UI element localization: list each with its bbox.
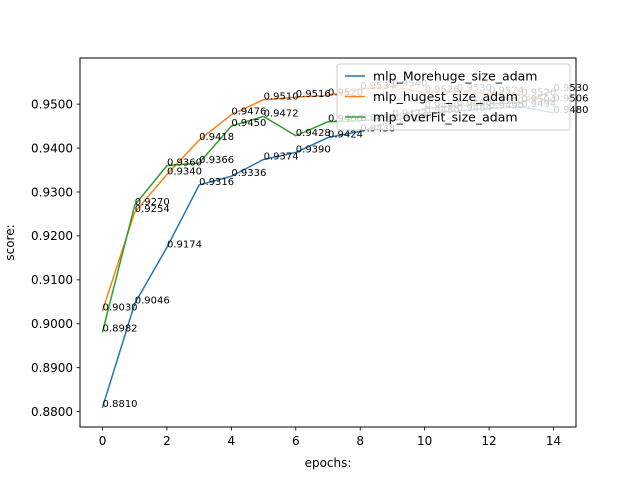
legend-entry: mlp_Morehuge_size_adam	[373, 69, 537, 84]
x-tick-label: 12	[481, 434, 496, 448]
data-label: 0.9374	[264, 151, 299, 162]
data-label: 0.9030	[103, 303, 138, 314]
data-label: 0.9174	[167, 239, 202, 250]
y-tick-label: 0.9500	[31, 97, 73, 111]
data-label: 0.9340	[167, 166, 202, 177]
data-label: 0.9428	[296, 128, 331, 139]
y-tick-label: 0.9100	[31, 273, 73, 287]
data-label: 0.8982	[103, 324, 138, 335]
x-tick-label: 0	[99, 434, 107, 448]
data-label: 0.9390	[296, 144, 331, 155]
data-label: 0.9506	[553, 93, 588, 104]
data-label: 0.9510	[264, 92, 299, 103]
x-tick-label: 8	[356, 434, 364, 448]
x-axis: 0 2 4 6 8 10 12 14	[99, 427, 561, 448]
x-tick-label: 14	[546, 434, 561, 448]
data-label: 0.9424	[328, 130, 363, 141]
y-axis-label: score:	[3, 224, 17, 260]
y-tick-label: 0.9000	[31, 317, 73, 331]
y-tick-label: 0.8900	[31, 361, 73, 375]
legend-box	[336, 63, 571, 131]
y-tick-label: 0.9300	[31, 185, 73, 199]
data-label: 0.9530	[553, 83, 588, 94]
y-axis: 0.8800 0.8900 0.9000 0.9100 0.9200 0.9300 0.94…	[31, 97, 80, 419]
x-axis-label: epochs:	[305, 456, 352, 470]
plot-frame	[79, 57, 577, 428]
data-label: 0.9472	[264, 108, 299, 119]
data-label: 0.9336	[231, 168, 266, 179]
x-tick-label: 4	[228, 434, 236, 448]
data-label: 0.9366	[199, 155, 234, 166]
x-tick-label: 2	[163, 434, 171, 448]
data-label: 0.9480	[553, 105, 588, 116]
data-label: 0.9316	[199, 177, 234, 188]
data-label: 0.9270	[135, 197, 170, 208]
data-label: 0.9418	[199, 132, 234, 143]
legend-entry: mlp_hugest_size_adam	[373, 89, 518, 104]
data-label: 0.9516	[296, 89, 331, 100]
y-tick-label: 0.9200	[31, 229, 73, 243]
data-label: 0.8810	[103, 399, 138, 410]
data-label: 0.9046	[135, 296, 170, 307]
data-label: 0.9254	[135, 204, 170, 215]
legend: mlp_Morehuge_size_adam mlp_hugest_size_ad…	[336, 63, 571, 131]
x-tick-label: 10	[417, 434, 432, 448]
data-label: 0.9450	[231, 118, 266, 129]
data-label: 0.9360	[167, 158, 202, 169]
y-tick-label: 0.9400	[31, 141, 73, 155]
y-tick-label: 0.8800	[31, 405, 73, 419]
legend-entry: mlp_overFit_size_adam	[373, 110, 518, 125]
x-tick-label: 6	[292, 434, 300, 448]
data-label: 0.9476	[231, 107, 266, 118]
